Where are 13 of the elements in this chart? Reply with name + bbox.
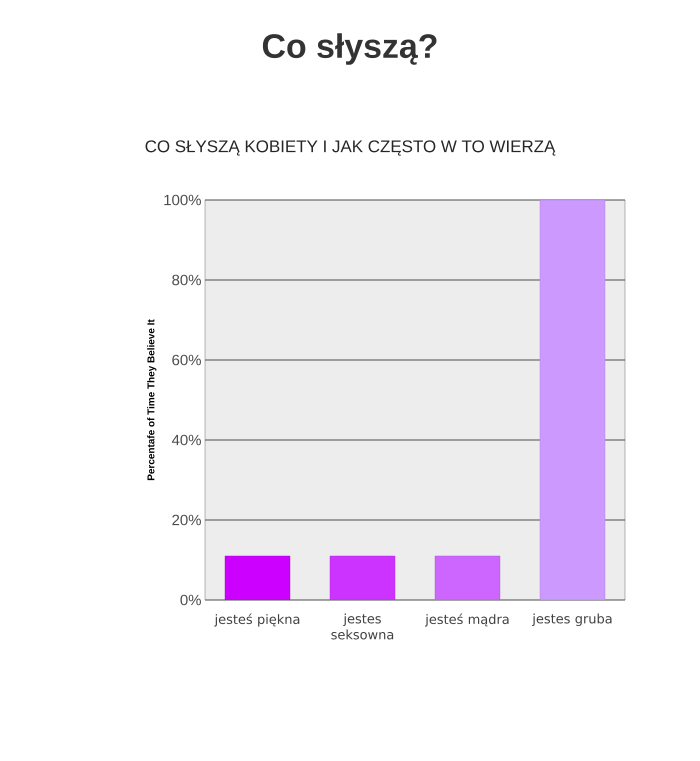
chart-subtitle: CO SŁYSZĄ KOBIETY I JAK CZĘSTO W TO WIERZĄ (146, 140, 556, 156)
y-tick-label: 100% (164, 194, 201, 206)
y-tick-label: 60% (172, 354, 201, 366)
x-tick-label: jestes seksowna (331, 614, 394, 640)
y-tick-label: 80% (172, 274, 201, 286)
y-tick-label: 20% (172, 514, 201, 526)
x-tick-label: jesteś piękna (214, 614, 300, 627)
y-tick-label: 0% (180, 594, 201, 606)
x-tick-label: jesteś mądra (425, 614, 509, 627)
x-tick-label: jestes gruba (532, 614, 612, 626)
y-axis-title: Percentafe of Time They Believe It (147, 319, 156, 480)
y-tick-label: 40% (172, 434, 201, 446)
chart-title: Co słyszą? (262, 33, 436, 65)
